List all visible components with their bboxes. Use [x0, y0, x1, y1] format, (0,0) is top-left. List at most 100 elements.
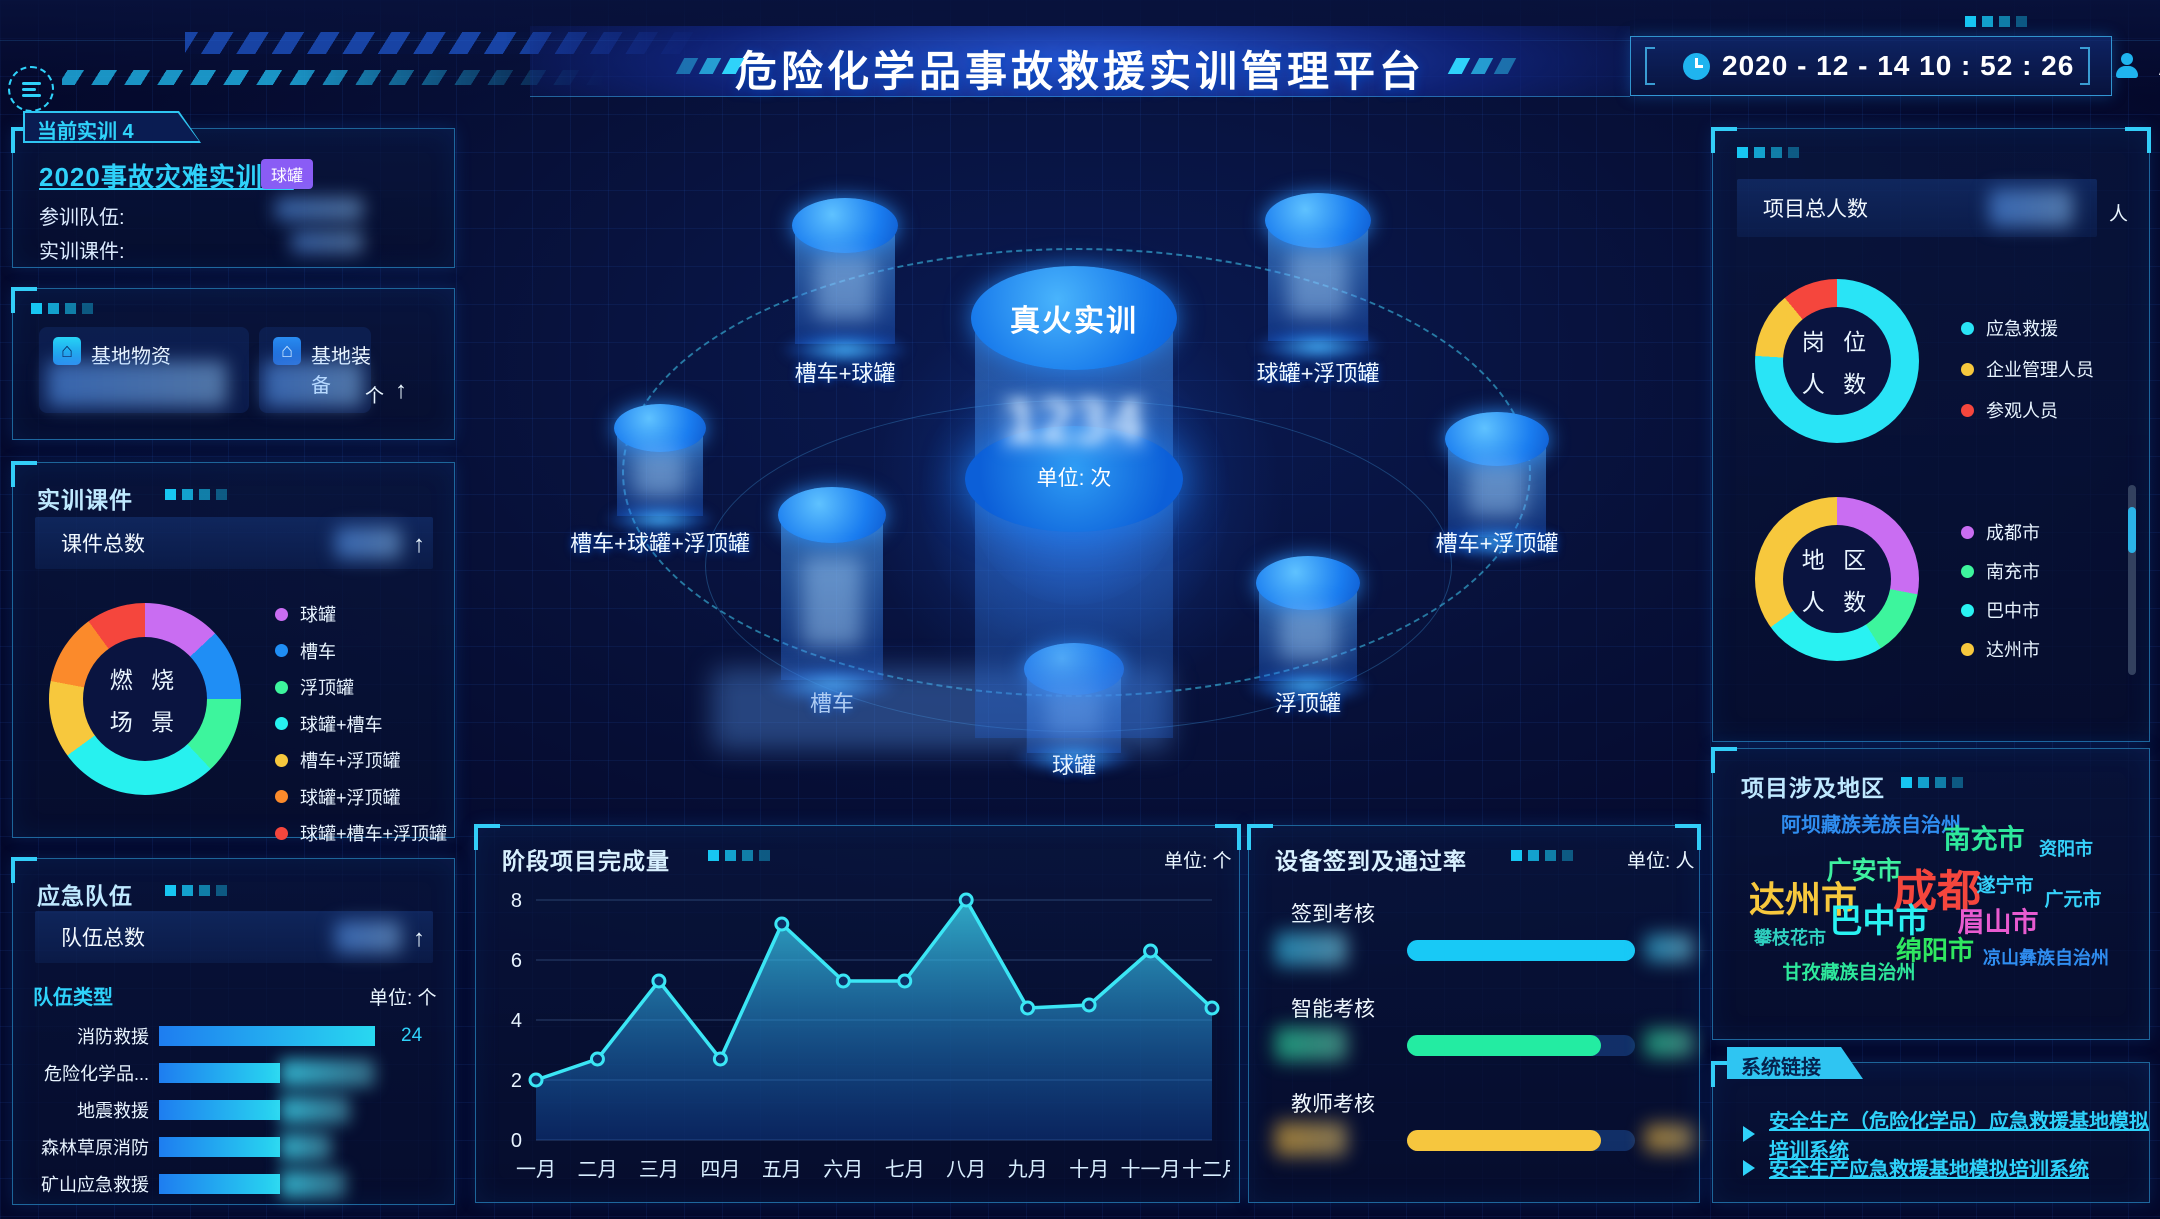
- word-cloud: 阿坝藏族羌族自治州 南充市 资阳市广安市 成都 遂宁市 广元市 达州市 巴中市 眉山市攀枝花市 绵…: [1713, 749, 2149, 1039]
- cloud-word[interactable]: 广安市: [1826, 857, 1902, 885]
- cloud-word[interactable]: 巴中市: [1829, 902, 1929, 939]
- header-info-box: 2020 - 12 - 14 10 : 52 : 26 Admin: [1630, 36, 2160, 96]
- legend-item: 参观人员: [1961, 397, 2094, 423]
- decor-squares: [1901, 777, 1963, 788]
- decor-squares: [31, 303, 93, 314]
- blurred-value: [263, 361, 363, 407]
- hub-title: 真火实训: [1010, 305, 1138, 338]
- decor-squares: [1511, 850, 1573, 861]
- legend-item: 球罐+槽车+浮顶罐: [275, 820, 447, 846]
- burn-donut-legend: 球罐 槽车 浮顶罐 球罐+槽车 槽车+浮顶罐 球罐+浮顶罐 球罐+槽车+浮顶罐: [275, 601, 447, 846]
- team-bar-track: [159, 1132, 391, 1161]
- legend-dot: [1961, 642, 1974, 656]
- admin-label[interactable]: Admin: [2158, 51, 2160, 82]
- cylinder-base-glow: [1432, 523, 1562, 561]
- legend-label: 球罐+槽车+浮顶罐: [300, 824, 448, 844]
- user-icon[interactable]: [2112, 51, 2142, 81]
- blurred-value: [1278, 607, 1338, 662]
- svg-text:6: 6: [511, 950, 522, 972]
- team-bar-row: 森林草原消防: [27, 1128, 445, 1165]
- cylinder-base-glow: [765, 666, 899, 705]
- legend-dot: [275, 790, 288, 803]
- legend-dot: [275, 717, 288, 730]
- teams-total-label: 队伍总数: [61, 927, 145, 950]
- decor-squares: [1965, 16, 2027, 27]
- scrollbar-thumb[interactable]: [2128, 507, 2136, 553]
- cloud-word[interactable]: 南充市: [1943, 824, 2025, 855]
- cylinder-top: [1256, 556, 1360, 610]
- courseware-panel: 实训课件 课件总数 ↑ 燃 烧 场 景 球罐 槽车 浮顶罐 球罐+槽车 槽车+浮顶罐 球罐…: [11, 461, 455, 844]
- hub-top: 真火实训: [971, 266, 1177, 370]
- team-bar-row: 矿山应急救援: [27, 1165, 445, 1202]
- clock-icon: [1683, 52, 1710, 80]
- legend-dot: [275, 753, 288, 767]
- cloud-word[interactable]: 遂宁市: [1976, 875, 2034, 897]
- team-bar-label: 矿山应急救援: [41, 1174, 149, 1195]
- blurred-value: [279, 1132, 332, 1161]
- satellite-label: 球罐: [1051, 753, 1097, 778]
- blurred-value: [279, 1095, 350, 1124]
- svg-text:四月: 四月: [700, 1159, 740, 1181]
- team-bar-fill: [159, 1062, 280, 1083]
- device-rate-track: [1407, 940, 1635, 961]
- bracket-icon: [2080, 47, 2091, 85]
- legend-label: 参观人员: [1986, 401, 2058, 421]
- blurred-value: [1645, 934, 1693, 962]
- legend-dot: [1961, 564, 1974, 578]
- legend-dot: [275, 826, 288, 840]
- equipment-icon: ⌂: [273, 337, 301, 365]
- training-name-link[interactable]: 2020事故灾难实训03: [39, 162, 294, 192]
- satellite-label: 槽车+球罐: [794, 361, 896, 386]
- hub-count-blurred: 1234: [999, 388, 1149, 456]
- system-link[interactable]: 安全生产（危险化学品）应急救援基地模拟培训系统: [1769, 1111, 2149, 1162]
- regions-cloud-title: 项目涉及地区: [1741, 775, 1885, 801]
- legend-dot: [275, 607, 288, 621]
- svg-text:一月: 一月: [516, 1159, 556, 1181]
- team-bar-track: [159, 1095, 391, 1124]
- cylinder-base-glow: [779, 329, 911, 369]
- svg-text:0: 0: [511, 1130, 522, 1152]
- legend-item: 巴中市: [1961, 597, 2040, 623]
- courseware-title: 实训课件: [37, 487, 133, 513]
- svg-text:六月: 六月: [823, 1158, 863, 1181]
- satellite-cylinder: [1243, 556, 1373, 708]
- legend-item: 企业管理人员: [1961, 356, 2094, 382]
- cloud-word[interactable]: 资阳市: [2039, 839, 2093, 859]
- cylinder-top: [1265, 193, 1371, 248]
- people-panel: 项目总人数 人 岗 位 人 数 应急救援 企业管理人员 参观人员 地 区 人 数 成…: [1711, 127, 2151, 742]
- legend-item: 应急救援: [1961, 315, 2094, 341]
- cloud-word[interactable]: 攀枝花市: [1754, 928, 1826, 948]
- scrollbar[interactable]: [2128, 485, 2136, 675]
- cloud-word[interactable]: 绵阳市: [1895, 935, 1975, 966]
- cloud-word[interactable]: 眉山市: [1957, 907, 2039, 938]
- legend-item: 槽车+浮顶罐: [275, 747, 447, 773]
- legend-dot: [275, 680, 288, 694]
- legend-dot: [275, 644, 288, 657]
- burn-donut-center-2: 场 景: [109, 709, 181, 735]
- cylinder-top: [778, 487, 886, 543]
- current-training-panel: 当前实训 4 2020事故灾难实训03 球罐 参训队伍: 实训课件:: [11, 128, 455, 268]
- cloud-word[interactable]: 凉山彝族自治州: [1983, 948, 2109, 968]
- regions-cloud-panel: 项目涉及地区 阿坝藏族羌族自治州 南充市 资阳市广安市 成都 遂宁市 广元市 达州市 巴中市眉…: [1711, 747, 2150, 1040]
- cloud-word[interactable]: 广元市: [2044, 889, 2102, 911]
- svg-text:十一月: 十一月: [1121, 1158, 1181, 1181]
- blurred-value: [1645, 1124, 1693, 1152]
- courseware-field-label: 实训课件:: [39, 241, 125, 263]
- burn-donut-center-1: 燃 烧: [109, 667, 181, 693]
- region-donut-legend: 成都市 南充市 巴中市 达州市: [1961, 519, 2040, 662]
- stage-chart-title: 阶段项目完成量: [502, 848, 670, 874]
- stage-chart-unit: 单位: 个: [1164, 851, 1232, 872]
- svg-text:五月: 五月: [762, 1159, 802, 1181]
- cloud-word[interactable]: 甘孜藏族自治州: [1782, 962, 1916, 984]
- system-link-row: 安全生产（危险化学品）应急救援基地模拟培训系统: [1743, 1105, 2149, 1163]
- cloud-word[interactable]: 达州市: [1748, 879, 1858, 920]
- svg-text:三月: 三月: [639, 1159, 679, 1181]
- cloud-word[interactable]: 阿坝藏族羌族自治州: [1781, 814, 1961, 837]
- team-bar-label: 地震救援: [77, 1100, 149, 1121]
- people-total-unit: 人: [2109, 204, 2129, 225]
- cloud-word[interactable]: 成都: [1893, 867, 1981, 916]
- system-link[interactable]: 安全生产应急救援基地模拟培训系统: [1769, 1159, 2089, 1181]
- cylinder-base-glow: [602, 502, 718, 536]
- legend-label: 企业管理人员: [1986, 360, 2094, 380]
